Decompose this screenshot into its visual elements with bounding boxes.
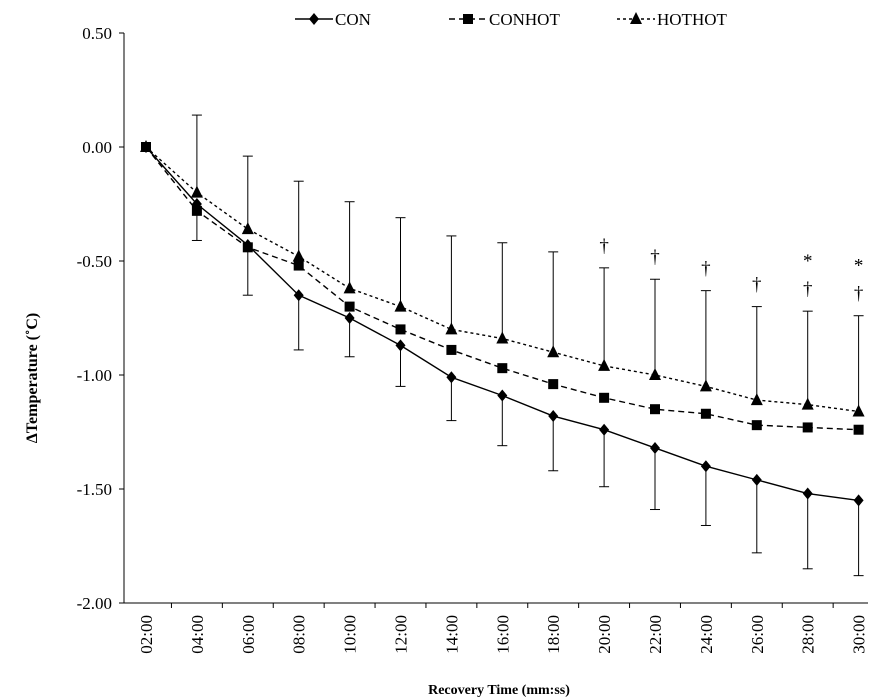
y-tick-label: 0.50 — [82, 24, 112, 43]
x-tick-label: 02:00 — [137, 615, 156, 654]
dagger-marker: † — [752, 275, 762, 296]
marker-conhot — [853, 424, 864, 435]
dagger-marker: † — [701, 259, 711, 280]
dagger-marker: † — [854, 284, 864, 305]
x-axis-ticks: 02:00 04:00 06:00 08:00 10:00 12:00 14:00 16:00… — [137, 603, 869, 654]
legend-label-conhot: CONHOT — [489, 10, 560, 29]
marker-conhot — [191, 205, 202, 216]
asterisk-marker: * — [803, 251, 813, 272]
marker-con — [853, 494, 864, 507]
marker-conhot — [700, 408, 711, 419]
marker-conhot — [446, 344, 457, 355]
marker-hothot — [801, 397, 814, 410]
marker-con — [650, 441, 660, 454]
marker-hothot — [750, 393, 763, 406]
y-axis-ticks: 0.50 0.00 -0.50 -1.00 -1.50 -2.00 — [77, 24, 124, 613]
marker-hothot — [292, 249, 305, 262]
x-tick-label: 12:00 — [392, 615, 411, 654]
marker-hothot — [547, 345, 560, 358]
y-axis-title: ΔTemperature (˚C) — [24, 313, 41, 443]
series-line-conhot — [145, 146, 859, 431]
x-tick-label: 04:00 — [188, 615, 207, 654]
marker-hothot — [598, 358, 611, 371]
legend-marker-conhot — [463, 14, 473, 24]
marker-hothot — [394, 299, 407, 312]
marker-conhot — [548, 379, 559, 390]
x-tick-label: 16:00 — [493, 615, 512, 654]
legend-label-con: CON — [335, 10, 371, 29]
marker-conhot — [599, 392, 610, 403]
marker-conhot — [497, 363, 508, 374]
dagger-marker: † — [599, 236, 609, 257]
x-tick-label: 10:00 — [341, 615, 360, 654]
marker-con — [191, 198, 202, 210]
marker-conhot — [344, 301, 355, 312]
error-bars — [191, 114, 864, 577]
marker-hothot — [496, 331, 509, 344]
x-tick-label: 14:00 — [442, 615, 461, 654]
marker-con — [446, 371, 457, 384]
y-tick-label: -0.50 — [77, 252, 112, 271]
marker-conhot — [293, 260, 304, 271]
marker-con — [599, 423, 610, 436]
marker-conhot — [802, 422, 813, 433]
legend-marker-con — [309, 13, 319, 25]
marker-con — [548, 410, 559, 423]
y-tick-label: 0.00 — [82, 138, 112, 157]
x-tick-label: 18:00 — [544, 615, 563, 654]
x-tick-label: 24:00 — [697, 615, 716, 654]
legend-marker-hothot — [630, 12, 642, 24]
marker-con — [802, 487, 813, 500]
marker-hothot — [190, 185, 203, 198]
y-tick-label: -1.50 — [77, 480, 112, 499]
y-tick-label: -2.00 — [77, 594, 112, 613]
marker-con — [751, 473, 762, 486]
x-tick-label: 30:00 — [850, 615, 869, 654]
legend-label-hothot: HOTHOT — [657, 10, 727, 29]
marker-con — [141, 141, 151, 153]
marker-hothot — [852, 404, 865, 417]
marker-con — [395, 339, 406, 352]
y-tick-label: -1.00 — [77, 366, 112, 385]
significance-markers: † † † † † * † * — [599, 236, 863, 305]
marker-conhot — [650, 404, 660, 415]
marker-conhot — [395, 324, 406, 335]
marker-con — [700, 460, 711, 473]
x-tick-label: 20:00 — [595, 615, 614, 654]
series-markers — [140, 140, 865, 507]
marker-hothot — [445, 322, 458, 335]
x-tick-label: 26:00 — [748, 615, 767, 654]
x-axis-title: Recovery Time (mm:ss) — [428, 683, 570, 698]
marker-hothot — [699, 379, 712, 392]
marker-con — [293, 289, 304, 302]
marker-con — [344, 312, 355, 324]
dagger-marker: † — [650, 247, 660, 268]
x-tick-label: 08:00 — [290, 615, 309, 654]
x-tick-label: 06:00 — [239, 615, 258, 654]
marker-con — [497, 389, 508, 402]
marker-hothot — [343, 281, 356, 294]
axes: 0.500.00-0.50-1.00-1.50-2.00 02:00 04:00 0… — [77, 24, 869, 654]
marker-con — [242, 239, 253, 252]
dagger-marker: † — [803, 279, 813, 300]
x-tick-label: 22:00 — [646, 615, 665, 654]
x-tick-label: 28:00 — [799, 615, 818, 654]
marker-conhot — [751, 420, 762, 431]
marker-hothot — [649, 368, 661, 380]
legend: CON CONHOT HOTHOT — [295, 10, 727, 29]
marker-hothot — [241, 222, 254, 235]
asterisk-marker: * — [854, 256, 864, 277]
